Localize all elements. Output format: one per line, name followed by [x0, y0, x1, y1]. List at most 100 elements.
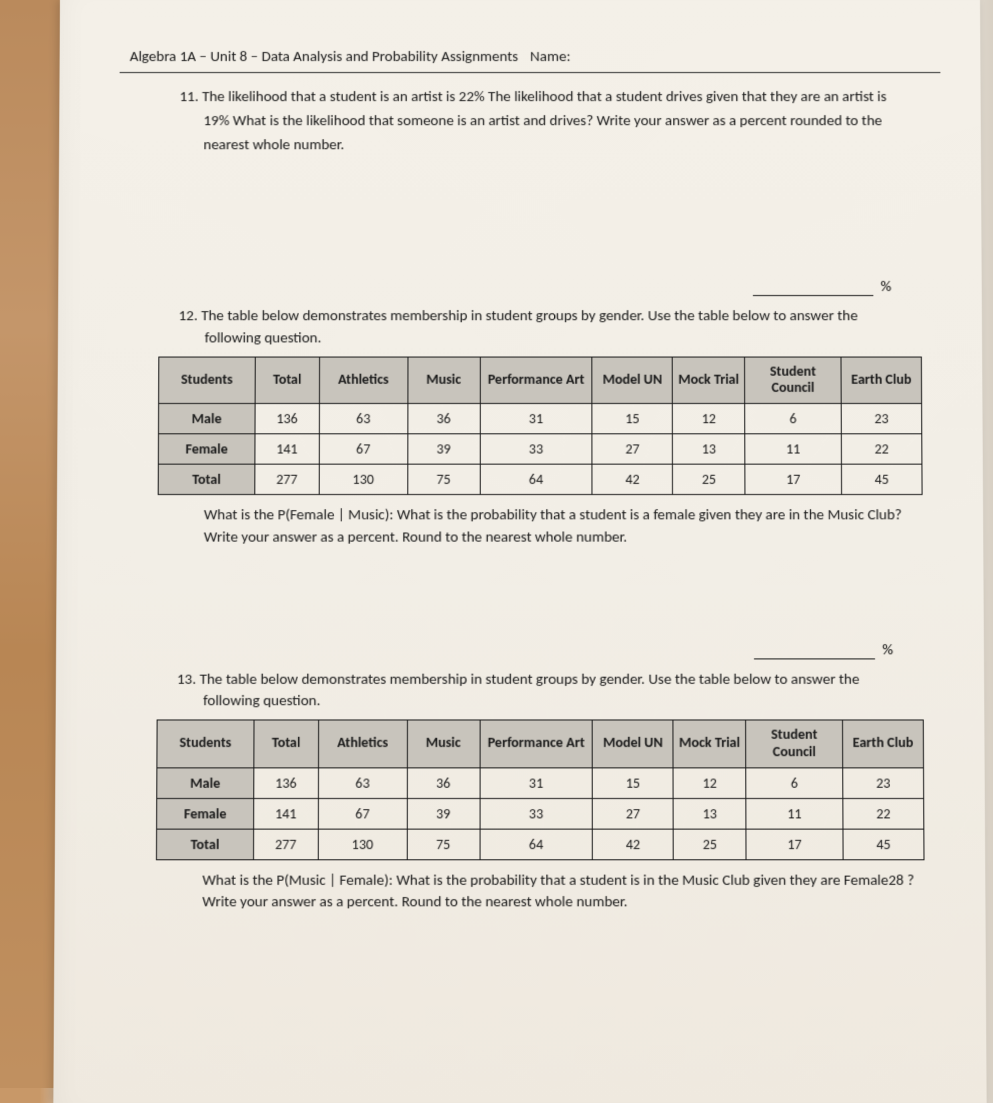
q11-body: The likelihood that a student is an arti… [202, 88, 887, 154]
cell: 67 [318, 798, 407, 829]
cell: 17 [746, 829, 843, 860]
q11-number: 11. [180, 88, 199, 106]
cell: 15 [593, 768, 674, 799]
cell: 15 [592, 404, 672, 434]
cell: 31 [480, 768, 593, 799]
cell: 11 [746, 798, 843, 829]
q13-intro-text: The table below demonstrates membership … [200, 670, 860, 710]
cell: 31 [480, 404, 592, 434]
q13-tbody: Male1366336311512623Female14167393327131… [156, 768, 924, 860]
col-total: Total [255, 357, 319, 404]
col-perf-art: Performance Art [480, 720, 593, 767]
col-mock-trial: Mock Trial [672, 357, 744, 404]
cell: 33 [480, 434, 593, 464]
q11-answer-blank: % [118, 278, 941, 296]
cell: 277 [255, 464, 319, 494]
row-label: Total [158, 464, 255, 494]
col-athletics: Athletics [318, 720, 407, 767]
q12-answer-blank: % [117, 641, 944, 659]
question-11: 11. The likelihood that a student is an … [119, 85, 941, 157]
q12-followup: What is the P(Female | Music): What is t… [117, 505, 943, 549]
cell: 130 [319, 464, 407, 494]
row-label: Male [157, 768, 254, 799]
cell: 17 [745, 464, 842, 494]
cell: 136 [254, 768, 319, 799]
table-row: Female14167393327131122 [158, 434, 922, 464]
cell: 25 [673, 829, 746, 860]
table-row: Total277130756442251745 [158, 464, 922, 494]
col-music: Music [408, 357, 480, 404]
worksheet-page: Algebra 1A – Unit 8 – Data Analysis and … [53, 0, 986, 1103]
cell: 23 [841, 404, 922, 434]
q12-data-table: Students Total Athletics Music Performan… [158, 356, 923, 495]
col-model-un: Model UN [593, 720, 674, 767]
percent-sign: % [882, 641, 893, 659]
cell: 39 [407, 434, 479, 464]
cell: 25 [673, 464, 745, 494]
q12-tbody: Male1366336311512623Female14167393327131… [158, 404, 922, 495]
cell: 64 [480, 464, 593, 494]
blank-line [753, 295, 873, 296]
cell: 130 [318, 829, 407, 860]
cell: 11 [745, 434, 842, 464]
col-student-council: Student Council [746, 720, 843, 767]
q13-data-table: Students Total Athletics Music Performan… [156, 720, 925, 860]
q12-intro-text: The table below demonstrates membership … [201, 307, 858, 347]
col-athletics: Athletics [319, 357, 407, 404]
cell: 75 [407, 464, 479, 494]
col-total: Total [254, 720, 319, 767]
q13-number: 13. [177, 670, 196, 688]
cell: 67 [319, 434, 407, 464]
name-label: Name: [530, 48, 570, 66]
cell: 141 [254, 798, 319, 829]
table-row: Male1366336311512623 [158, 404, 921, 434]
cell: 12 [673, 768, 746, 799]
cell: 42 [592, 464, 672, 494]
question-13-intro: 13. The table below demonstrates members… [143, 669, 944, 713]
col-student-council: Student Council [745, 357, 842, 404]
col-model-un: Model UN [592, 357, 672, 404]
table-header-row: Students Total Athletics Music Performan… [157, 720, 924, 767]
cell: 141 [255, 434, 319, 464]
col-earth-club: Earth Club [841, 357, 922, 404]
row-label: Female [157, 798, 254, 829]
row-label: Total [156, 829, 253, 860]
row-label: Female [158, 434, 255, 464]
cell: 136 [255, 404, 319, 434]
cell: 6 [746, 768, 843, 799]
cell: 36 [408, 404, 480, 434]
cell: 64 [480, 829, 593, 860]
q12-number: 12. [179, 307, 198, 325]
course-title: Algebra 1A – Unit 8 – Data Analysis and … [130, 48, 518, 66]
cell: 42 [593, 829, 674, 860]
cell: 39 [407, 798, 480, 829]
blank-line [754, 658, 875, 659]
cell: 27 [593, 798, 674, 829]
col-students: Students [159, 357, 256, 404]
page-header: Algebra 1A – Unit 8 – Data Analysis and … [120, 48, 941, 66]
cell: 22 [841, 434, 922, 464]
header-divider [120, 72, 941, 73]
table-header-row: Students Total Athletics Music Performan… [159, 357, 922, 404]
cell: 27 [592, 434, 672, 464]
table-row: Total277130756442251745 [156, 829, 924, 860]
question-12-intro: 12. The table below demonstrates members… [144, 306, 942, 350]
cell: 12 [673, 404, 745, 434]
cell: 22 [843, 798, 924, 829]
cell: 13 [673, 798, 746, 829]
cell: 277 [253, 829, 318, 860]
cell: 45 [841, 464, 922, 494]
cell: 23 [843, 768, 924, 799]
col-earth-club: Earth Club [843, 720, 924, 767]
cell: 45 [843, 829, 924, 860]
row-label: Male [158, 404, 255, 434]
col-music: Music [407, 720, 480, 767]
cell: 63 [319, 404, 407, 434]
cell: 6 [745, 404, 842, 434]
table-row: Female14167393327131122 [157, 798, 924, 829]
col-students: Students [157, 720, 254, 767]
cell: 33 [480, 798, 593, 829]
percent-sign: % [881, 278, 892, 296]
cell: 75 [407, 829, 480, 860]
q13-followup: What is the P(Music | Female): What is t… [115, 870, 945, 915]
